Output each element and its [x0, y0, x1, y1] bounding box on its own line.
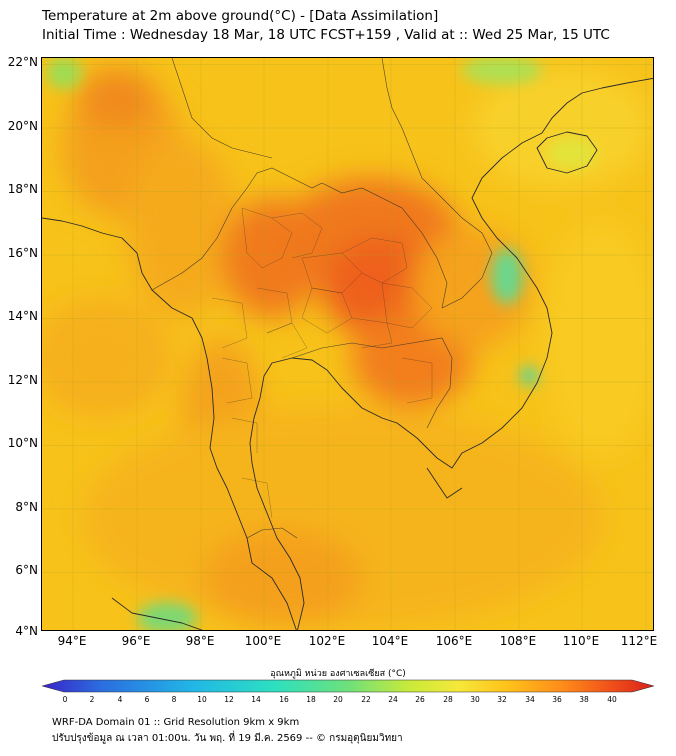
coast-myanmar-bay: [42, 217, 297, 630]
warm-andaman: [42, 298, 172, 418]
lon-tick-100: 100°E: [244, 634, 282, 648]
cbar-tick-6: 6: [144, 695, 150, 704]
warm-malay: [202, 528, 362, 628]
colorbar-body: [40, 679, 656, 693]
cbar-tick-4: 4: [117, 695, 123, 704]
green-northwest: [46, 58, 82, 89]
lat-tick-20: 20°N: [7, 119, 38, 133]
map-title: Temperature at 2m above ground(°C) - [Da…: [42, 8, 439, 24]
cbar-tick-30: 30: [470, 695, 480, 704]
cbar-tick-28: 28: [443, 695, 453, 704]
cbar-tick-18: 18: [306, 695, 316, 704]
border-thai-laos: [321, 182, 448, 309]
map-subtitle: Initial Time : Wednesday 18 Mar, 18 UTC …: [42, 27, 610, 43]
border-myanmar-china: [171, 58, 273, 159]
cbar-tick-8: 8: [171, 695, 177, 704]
coastlines: [42, 77, 653, 630]
lat-tick-8: 8°N: [15, 500, 38, 514]
cbar-tick-40: 40: [607, 695, 617, 704]
lon-tick-96: 96°E: [121, 634, 151, 648]
colorbar-label: อุณหภูมิ หน่วย องศาเซลเซียส (°C): [270, 669, 406, 679]
hot-myanmar-north: [77, 68, 157, 128]
colorbar: [40, 678, 656, 693]
lat-tick-6: 6°N: [15, 563, 38, 577]
lon-tick-106: 106°E: [435, 634, 473, 648]
cbar-tick-26: 26: [415, 695, 425, 704]
lon-tick-104: 104°E: [371, 634, 409, 648]
lon-tick-98: 98°E: [185, 634, 215, 648]
lat-tick-18: 18°N: [7, 182, 38, 196]
lat-tick-12: 12°N: [7, 373, 38, 387]
map-canvas: [42, 58, 653, 630]
cbar-tick-16: 16: [279, 695, 289, 704]
green-dalat: [520, 366, 538, 386]
green-hainan: [547, 137, 597, 169]
cool-gulf-tonkin: [472, 68, 652, 188]
temperature-map: [41, 57, 654, 631]
lon-tick-108: 108°E: [499, 634, 537, 648]
cbar-tick-36: 36: [552, 695, 562, 704]
green-vietnam-highland: [491, 248, 523, 304]
footer-update-info: ปรับปรุงข้อมูล ณ เวลา 01:00น. วัน พฤ. ที…: [52, 733, 403, 744]
cbar-tick-22: 22: [361, 695, 371, 704]
borders: [151, 58, 493, 539]
colorbar-graphic: [40, 679, 656, 693]
cbar-tick-32: 32: [497, 695, 507, 704]
cbar-tick-0: 0: [62, 695, 68, 704]
temperature-field: [42, 68, 653, 628]
border-laos-vietnam: [381, 58, 493, 309]
cbar-tick-34: 34: [525, 695, 535, 704]
cool-spots: [46, 58, 597, 630]
cbar-tick-12: 12: [224, 695, 234, 704]
lat-tick-16: 16°N: [7, 246, 38, 260]
lat-tick-22: 22°N: [7, 55, 38, 69]
border-myanmar-thailand: [151, 167, 323, 291]
cbar-tick-24: 24: [388, 695, 398, 704]
lat-tick-4: 4°N: [15, 624, 38, 638]
cbar-tick-10: 10: [197, 695, 207, 704]
provinces: [211, 207, 433, 519]
lat-tick-14: 14°N: [7, 309, 38, 323]
cbar-tick-14: 14: [251, 695, 261, 704]
cbar-tick-38: 38: [579, 695, 589, 704]
coast-ca-mau: [426, 467, 463, 499]
cool-east-sea: [542, 218, 653, 458]
footer-model-info: WRF-DA Domain 01 :: Grid Resolution 9km …: [52, 717, 300, 728]
border-thai-malaysia: [246, 527, 298, 539]
border-thai-cambodia: [291, 337, 453, 429]
cbar-tick-2: 2: [89, 695, 95, 704]
cbar-tick-20: 20: [333, 695, 343, 704]
green-hainan-north: [462, 58, 542, 84]
lon-tick-94: 94°E: [57, 634, 87, 648]
coast-gulf-thailand: [249, 132, 553, 630]
coast-hainan: [536, 131, 598, 174]
lat-tick-10: 10°N: [7, 436, 38, 450]
coast-sumatra: [111, 597, 203, 630]
lon-tick-110: 110°E: [562, 634, 600, 648]
lon-tick-112: 112°E: [620, 634, 658, 648]
warm-myanmar-central: [127, 138, 237, 318]
lon-tick-102: 102°E: [308, 634, 346, 648]
coast-gulf-tonkin: [541, 77, 653, 134]
